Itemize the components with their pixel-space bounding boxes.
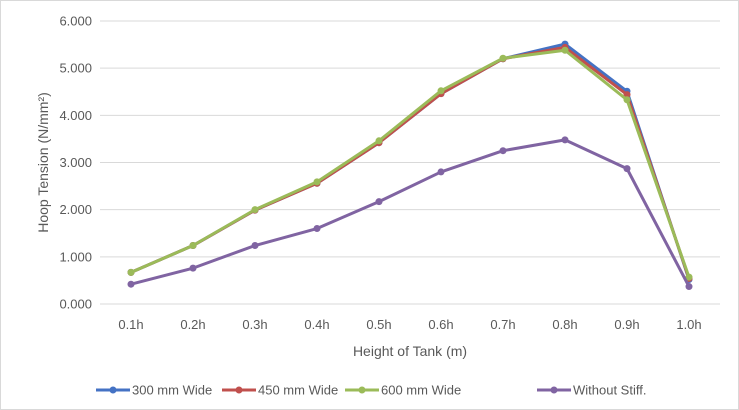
legend-entry: 450 mm Wide [222,383,338,398]
y-tick-label: 4.000 [59,108,92,123]
data-point [561,136,569,144]
legend-entry: Without Stiff. [537,383,646,398]
data-point [127,268,135,276]
data-point [437,168,445,176]
legend-swatch-marker [550,386,558,394]
data-point [251,242,259,250]
legend-label: 450 mm Wide [258,383,338,398]
x-axis-title: Height of Tank (m) [353,343,467,359]
y-axis-title: Hoop Tension (N/mm²) [35,92,51,233]
data-point [437,87,445,95]
legend: 300 mm Wide 450 mm Wide 600 mm Wide Without… [96,383,646,398]
x-tick-label: 0.9h [614,317,639,332]
y-tick-label: 1.000 [59,249,92,264]
legend-label: Without Stiff. [573,383,646,398]
data-point [375,137,383,145]
data-point [313,225,321,233]
data-point [499,54,507,62]
y-tick-label: 2.000 [59,202,92,217]
x-tick-label: 1.0h [676,317,701,332]
x-tick-label: 0.6h [428,317,453,332]
data-point [251,206,259,214]
series-line [129,138,691,289]
y-tick-label: 0.000 [59,297,92,312]
x-tick-label: 0.4h [304,317,329,332]
data-point [127,280,135,288]
data-point [561,46,569,54]
x-tick-label: 0.7h [490,317,515,332]
series-2 [127,46,693,281]
legend-swatch-marker [235,386,243,394]
y-tick-label: 3.000 [59,155,92,170]
x-axis-tick-labels: 0.1h 0.2h 0.3h 0.4h 0.5h 0.6h 0.7h 0.8h 0.9h 1.0h [118,317,701,332]
data-point [375,198,383,206]
x-tick-label: 0.1h [118,317,143,332]
x-tick-label: 0.5h [366,317,391,332]
legend-swatch-marker [358,386,366,394]
data-point [685,273,693,281]
x-tick-label: 0.3h [242,317,267,332]
gridlines [100,20,720,258]
x-tick-label: 0.2h [180,317,205,332]
data-point [685,283,693,291]
data-point [499,147,507,155]
legend-label: 600 mm Wide [381,383,461,398]
legend-entry: 600 mm Wide [345,383,461,398]
data-point [189,242,197,250]
legend-label: 300 mm Wide [132,383,212,398]
series-layer [127,40,693,291]
data-point [189,264,197,272]
data-point [623,91,631,99]
y-axis-tick-labels: 0.000 1.000 2.000 3.000 4.000 5.000 6.000 [59,14,92,312]
series-3 [127,136,693,291]
data-point [623,165,631,173]
data-point [313,178,321,186]
y-tick-label: 6.000 [59,14,92,29]
y-tick-label: 5.000 [59,61,92,76]
series-line [129,48,691,279]
legend-swatch-marker [109,386,117,394]
legend-entry: 300 mm Wide [96,383,212,398]
x-tick-label: 0.8h [552,317,577,332]
data-point [623,96,631,104]
